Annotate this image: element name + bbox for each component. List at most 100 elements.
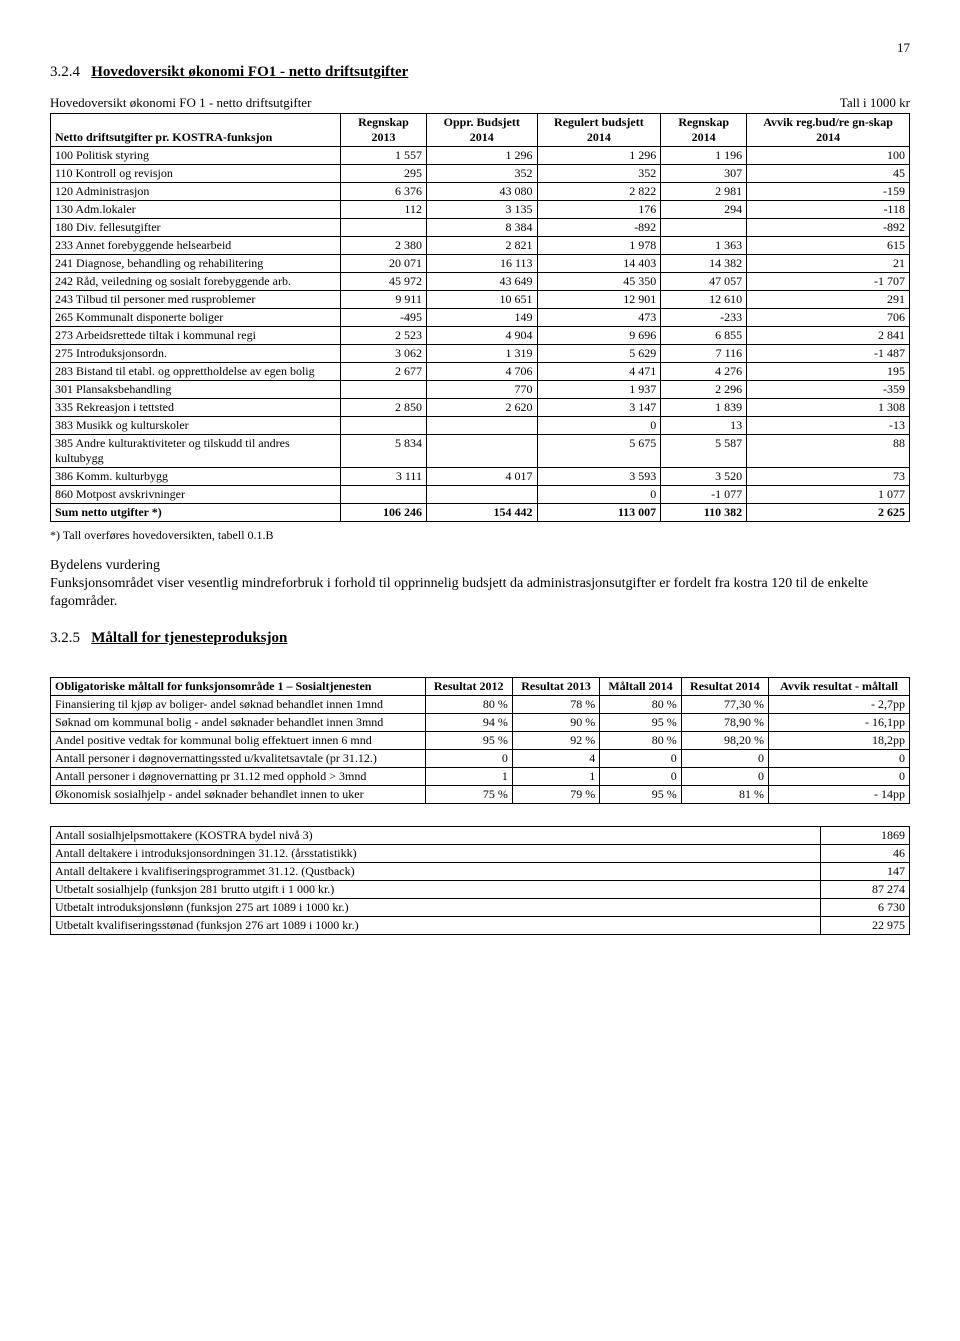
cell-value: 0 <box>681 749 768 767</box>
cell-value: 16 113 <box>426 255 537 273</box>
cell-value: -13 <box>747 417 910 435</box>
cell-value: 4 <box>512 749 599 767</box>
cell-value: 9 696 <box>537 327 661 345</box>
cell-value: 80 % <box>600 695 681 713</box>
table-row: 335 Rekreasjon i tettsted2 8502 6203 147… <box>51 399 910 417</box>
table-row: 100 Politisk styring1 5571 2961 2961 196… <box>51 147 910 165</box>
cell-value: 1 196 <box>661 147 747 165</box>
sum-value: 154 442 <box>426 504 537 522</box>
cell-value: 6 730 <box>821 898 910 916</box>
cell-value: 0 <box>600 749 681 767</box>
cell-value: 1 077 <box>747 486 910 504</box>
cell-value: 2 620 <box>426 399 537 417</box>
row-label: Utbetalt introduksjonslønn (funksjon 275… <box>51 898 821 916</box>
cell-value: 2 981 <box>661 183 747 201</box>
table-row: 241 Diagnose, behandling og rehabiliteri… <box>51 255 910 273</box>
cell-value: 149 <box>426 309 537 327</box>
row-label: 180 Div. fellesutgifter <box>51 219 341 237</box>
section-title: Måltall for tjenesteproduksjon <box>91 630 287 646</box>
table1-caption-right: Tall i 1000 kr <box>840 95 910 111</box>
table-row: Antall personer i døgnovernatting pr 31.… <box>51 767 910 785</box>
sum-value: 2 625 <box>747 504 910 522</box>
table-row: 383 Musikk og kulturskoler013-13 <box>51 417 910 435</box>
row-label: 242 Råd, veiledning og sosialt forebygge… <box>51 273 341 291</box>
cell-value: 0 <box>769 767 910 785</box>
row-label: 273 Arbeidsrettede tiltak i kommunal reg… <box>51 327 341 345</box>
cell-value: 95 % <box>425 731 512 749</box>
section-heading-2: 3.2.5 Måltall for tjenesteproduksjon <box>50 630 910 647</box>
cell-value: 1 319 <box>426 345 537 363</box>
cell-value: -233 <box>661 309 747 327</box>
row-label: Antall deltakere i kvalifiseringsprogram… <box>51 862 821 880</box>
cell-value: 21 <box>747 255 910 273</box>
sum-row: Sum netto utgifter *)106 246154 442113 0… <box>51 504 910 522</box>
cell-value: 14 403 <box>537 255 661 273</box>
cell-value: 80 % <box>425 695 512 713</box>
cell-value: 291 <box>747 291 910 309</box>
table-row: Utbetalt kvalifiseringsstønad (funksjon … <box>51 916 910 934</box>
cell-value: 2 822 <box>537 183 661 201</box>
row-label: 860 Motpost avskrivninger <box>51 486 341 504</box>
cell-value: 13 <box>661 417 747 435</box>
cell-value: 147 <box>821 862 910 880</box>
table-row: 301 Plansaksbehandling7701 9372 296-359 <box>51 381 910 399</box>
row-label: Antall sosialhjelpsmottakere (KOSTRA byd… <box>51 826 821 844</box>
cell-value: 6 376 <box>341 183 427 201</box>
cell-value: 195 <box>747 363 910 381</box>
cell-value: -892 <box>537 219 661 237</box>
table-row: 386 Komm. kulturbygg3 1114 0173 5933 520… <box>51 468 910 486</box>
table-row: 385 Andre kulturaktiviteter og tilskudd … <box>51 435 910 468</box>
cell-value: - 2,7pp <box>769 695 910 713</box>
cell-value: 98,20 % <box>681 731 768 749</box>
table-row: Økonomisk sosialhjelp - andel søknader b… <box>51 785 910 803</box>
cell-value: 4 471 <box>537 363 661 381</box>
cell-value: 3 520 <box>661 468 747 486</box>
cell-value: 2 821 <box>426 237 537 255</box>
cell-value: 5 675 <box>537 435 661 468</box>
cell-value: 6 855 <box>661 327 747 345</box>
cell-value: 7 116 <box>661 345 747 363</box>
cell-value: 4 017 <box>426 468 537 486</box>
col-header: Regulert budsjett 2014 <box>537 114 661 147</box>
cell-value: -1 077 <box>661 486 747 504</box>
table-row: Utbetalt introduksjonslønn (funksjon 275… <box>51 898 910 916</box>
row-label: Utbetalt kvalifiseringsstønad (funksjon … <box>51 916 821 934</box>
cell-value: 4 706 <box>426 363 537 381</box>
page-number: 17 <box>50 40 910 56</box>
table-row: 283 Bistand til etabl. og opprettholdels… <box>51 363 910 381</box>
row-label: 233 Annet forebyggende helsearbeid <box>51 237 341 255</box>
cell-value: 43 649 <box>426 273 537 291</box>
row-label: Andel positive vedtak for kommunal bolig… <box>51 731 426 749</box>
section-number: 3.2.4 <box>50 64 80 80</box>
cell-value <box>426 486 537 504</box>
row-label: Finansiering til kjøp av boliger- andel … <box>51 695 426 713</box>
col-header: Måltall 2014 <box>600 677 681 695</box>
cell-value: 706 <box>747 309 910 327</box>
cell-value: 43 080 <box>426 183 537 201</box>
cell-value: 1 <box>425 767 512 785</box>
cell-value: 0 <box>600 767 681 785</box>
table-row: Antall personer i døgnovernattingssted u… <box>51 749 910 767</box>
col-header: Avvik reg.bud/re gn-skap 2014 <box>747 114 910 147</box>
cell-value: 4 904 <box>426 327 537 345</box>
assessment-heading: Bydelens vurdering <box>50 558 160 573</box>
cell-value: 94 % <box>425 713 512 731</box>
sum-value: 106 246 <box>341 504 427 522</box>
table-row: Finansiering til kjøp av boliger- andel … <box>51 695 910 713</box>
cell-value: 78 % <box>512 695 599 713</box>
row-label: 243 Tilbud til personer med rusproblemer <box>51 291 341 309</box>
table-row: 180 Div. fellesutgifter8 384-892-892 <box>51 219 910 237</box>
section-heading-1: 3.2.4 Hovedoversikt økonomi FO1 - netto … <box>50 64 910 81</box>
cell-value: 22 975 <box>821 916 910 934</box>
row-label: Økonomisk sosialhjelp - andel søknader b… <box>51 785 426 803</box>
cell-value: 1 839 <box>661 399 747 417</box>
sum-value: 110 382 <box>661 504 747 522</box>
cell-value: -118 <box>747 201 910 219</box>
cell-value: 307 <box>661 165 747 183</box>
cell-value: 1 557 <box>341 147 427 165</box>
cell-value: -1 487 <box>747 345 910 363</box>
cell-value <box>426 435 537 468</box>
row-label: 385 Andre kulturaktiviteter og tilskudd … <box>51 435 341 468</box>
table-statistics: Antall sosialhjelpsmottakere (KOSTRA byd… <box>50 826 910 935</box>
cell-value: 95 % <box>600 785 681 803</box>
